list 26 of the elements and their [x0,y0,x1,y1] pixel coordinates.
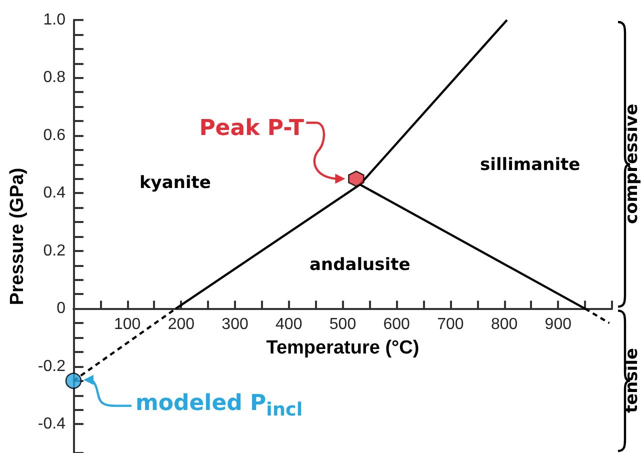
y-tick-label: 0 [56,300,66,318]
y-tick-label: -0.4 [38,416,66,433]
text: tensile [622,348,642,414]
y-tick-label: -0.2 [38,358,66,375]
x-tick-label: 700 [437,316,464,334]
annotation: modeled P$_{incl}$ [135,391,303,421]
x-tick-label: 800 [490,316,518,334]
y-tick-label: 0.6 [43,126,66,144]
y-tick-label: 0.8 [43,69,66,86]
annotation: Peak P-T [199,116,304,142]
x-tick-label: 600 [383,316,410,334]
y-tick-label: 0.2 [43,242,66,260]
annotation: sillimanite [480,155,580,175]
y-tick-label: 0.4 [43,184,66,202]
x-tick-label: 300 [222,316,248,334]
annotation: andalusite [310,255,410,275]
y-tick-label: 1.0 [43,12,66,28]
x-tick-label: 900 [544,316,572,334]
y-axis-title: Pressure (GPa) [7,168,28,306]
x-tick-label: 500 [329,316,356,334]
x-tick-label: 100 [114,316,141,334]
text: compressive [622,104,642,224]
x-tick-label: 200 [168,316,195,334]
x-axis-title: Temperature (°C) [266,338,420,359]
x-tick-label: 400 [276,316,302,334]
annotation: kyanite [140,173,211,193]
